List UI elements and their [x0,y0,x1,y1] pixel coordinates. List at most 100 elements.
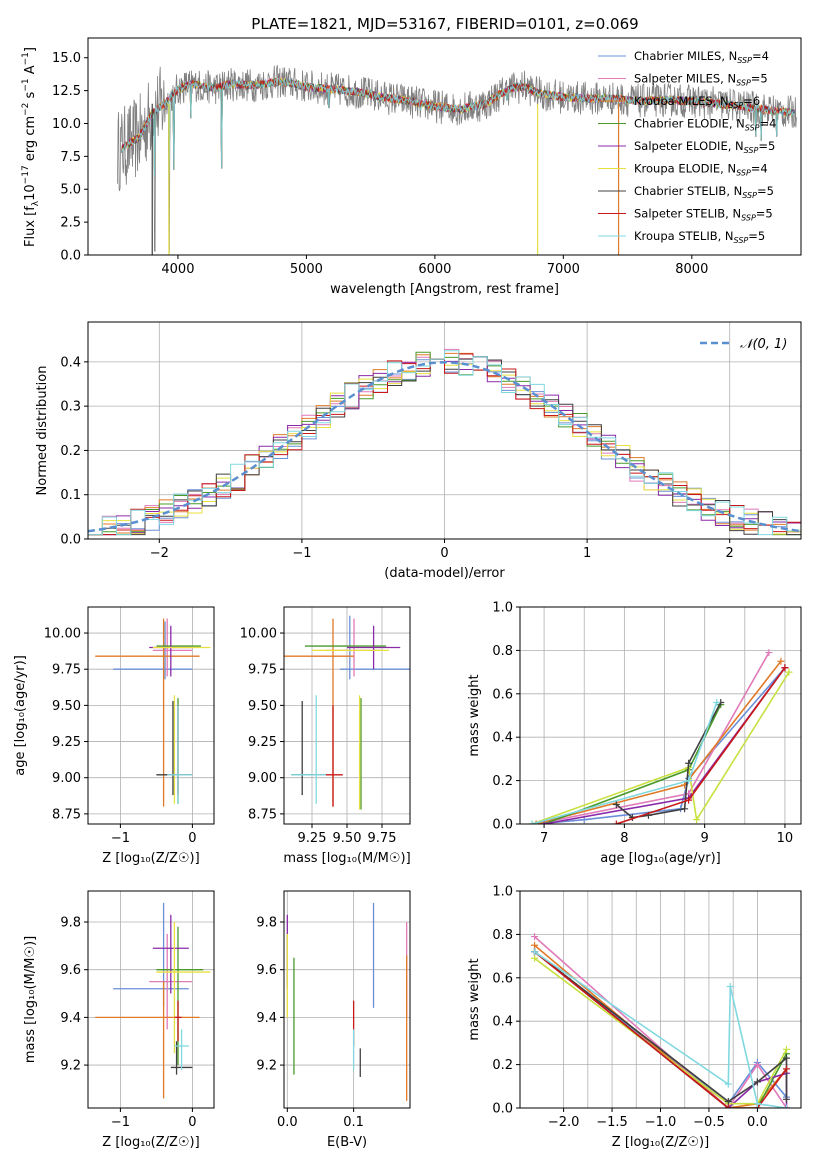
y-tick-label: 0.6 [492,687,513,702]
y-tick-label: 10.0 [52,117,81,132]
weight-marker [681,805,689,813]
x-tick-label: −0.5 [693,1115,725,1130]
y-tick-label: 0.2 [492,1058,513,1073]
axes-frame [87,890,215,1109]
plot-area [117,64,798,255]
y-tick-label: 0.4 [60,355,81,370]
y-tick-label: 9.2 [256,1059,277,1074]
y-tick-label: 9.2 [60,1059,81,1074]
x-axis-label: Z [log₁₀(Z/Z☉)] [102,851,199,866]
x-tick-label: 9.75 [368,831,397,846]
weight-marker [726,982,734,990]
y-tick-label: 0.4 [492,1015,513,1030]
y-tick-label: 9.00 [52,771,81,786]
y-axis-label: mass weight [467,958,482,1040]
x-tick-label: 0 [188,1115,196,1130]
axes-frame [87,37,802,256]
x-tick-label: −1 [111,831,130,846]
weight-vs-metallicity-panel: −2.0 −1.5 −1.0 −0.5 0.0 0.0 0.2 0.4 0.6 0.8 1.0 Z [… [467,885,802,1150]
y-tick-label: 9.25 [52,735,81,750]
y-tick-label: 9.50 [52,699,81,714]
weight-marker [765,649,773,657]
x-tick-label: 1 [583,546,591,561]
x-tick-label: 10 [777,831,794,846]
x-axis-label: mass [log₁₀(M/M☉)] [283,851,410,866]
x-axis-label: Z [log₁₀(Z/Z☉)] [612,1135,709,1150]
x-tick-label: 8 [620,831,628,846]
axes-frame [283,890,411,1109]
weight-marker [531,933,539,941]
plot-area [284,615,410,810]
weight-marker [685,777,693,785]
y-axis-label: mass weight [467,674,482,756]
legend-label: Chabrier MILES, NSSP=4 [634,49,769,65]
mass-vs-metallicity-panel: −1 0 9.2 9.4 9.6 9.8 Z [log₁₀(Z/Z☉)] mass [log₁… [23,890,215,1150]
legend-label: Kroupa MILES, NSSP=6 [634,94,760,110]
y-tick-label: 0.6 [492,971,513,986]
legend-label: Salpeter STELIB, NSSP=5 [634,207,773,223]
legend-label: Kroupa STELIB, NSSP=5 [634,229,765,245]
x-tick-label: 0.1 [343,1115,364,1130]
y-tick-label: 9.75 [248,663,277,678]
y-tick-label: 0.0 [60,533,81,548]
y-tick-label: 10.00 [44,627,81,642]
age-vs-mass-panel: 9.25 9.50 9.75 8.75 9.00 9.25 9.50 9.75 10.00 mas… [240,606,411,866]
plot-area [95,902,211,1099]
legend-label: Salpeter ELODIE, NSSP=5 [634,139,775,155]
plot-area [95,618,211,807]
y-tick-label: 0.0 [492,818,513,833]
x-tick-label: 7000 [547,262,580,277]
y-axis-label: Flux [fλ10−17 erg cm−2 s−1 A−1] [21,47,41,247]
y-tick-label: 0.2 [492,774,513,789]
weight-line-elodie_kroupa [534,957,788,1105]
weight-marker [782,1095,790,1103]
y-tick-label: 0.4 [492,731,513,746]
y-tick-label: 9.50 [248,699,277,714]
y-tick-label: 10.00 [240,627,277,642]
y-tick-label: 0.8 [492,644,513,659]
y-tick-label: 9.6 [256,963,277,978]
y-axis-label: Normed distribution [35,366,50,496]
weight-marker [528,820,536,824]
weight-marker [782,1104,790,1108]
spectrum-legend: Chabrier MILES, NSSP=4 Salpeter MILES, NS… [598,49,776,245]
x-tick-label: −1.5 [596,1115,628,1130]
x-tick-label: 9.50 [333,831,362,846]
y-tick-label: 0.1 [60,488,81,503]
x-axis-label: E(B-V) [327,1135,367,1150]
x-tick-label: −2.0 [548,1115,580,1130]
weight-marker [531,948,539,956]
plot-area [531,933,790,1108]
weight-marker [531,941,539,949]
y-tick-label: 8.75 [248,807,277,822]
y-tick-label: 9.8 [60,916,81,931]
y-tick-label: 2.5 [60,216,81,231]
weight-marker [724,1080,732,1088]
weight-marker [753,1061,761,1069]
x-axis-label: wavelength [Angstrom, rest frame] [330,282,559,297]
weight-marker [753,1078,761,1086]
weight-marker [532,820,540,824]
mass-vs-ebv-panel: 0.0 0.1 9.2 9.4 9.6 9.8 E(B-V) [256,890,411,1150]
weight-marker [785,668,793,676]
legend-label: Salpeter MILES, NSSP=5 [634,72,768,88]
histogram-stelib_kroupa [88,350,801,536]
y-tick-label: 0.3 [60,400,81,415]
weight-marker [777,657,785,665]
x-tick-label: −2 [150,546,169,561]
model-line-stelib_kroupa [120,77,795,177]
weight-line-stelib_chabrier [615,702,722,819]
weight-marker [724,1097,732,1105]
y-tick-label: 0.8 [492,928,513,943]
x-tick-label: 0.0 [747,1115,768,1130]
weight-marker [612,820,620,824]
weight-marker [685,759,693,767]
figure-title: PLATE=1821, MJD=53167, FIBERID=0101, z=0… [251,15,638,33]
y-tick-label: 8.75 [52,807,81,822]
residuals-panel: 𝒩(0, 1) −2 −1 0 1 2 0.0 0.1 0.2 0.3 0.4 (data-model… [35,321,802,581]
y-tick-label: 5.0 [60,183,81,198]
y-tick-label: 9.75 [52,663,81,678]
y-tick-label: 12.5 [52,84,81,99]
y-axis-label: age [log₁₀(age/yr)] [13,655,28,776]
x-tick-label: −1.0 [645,1115,677,1130]
